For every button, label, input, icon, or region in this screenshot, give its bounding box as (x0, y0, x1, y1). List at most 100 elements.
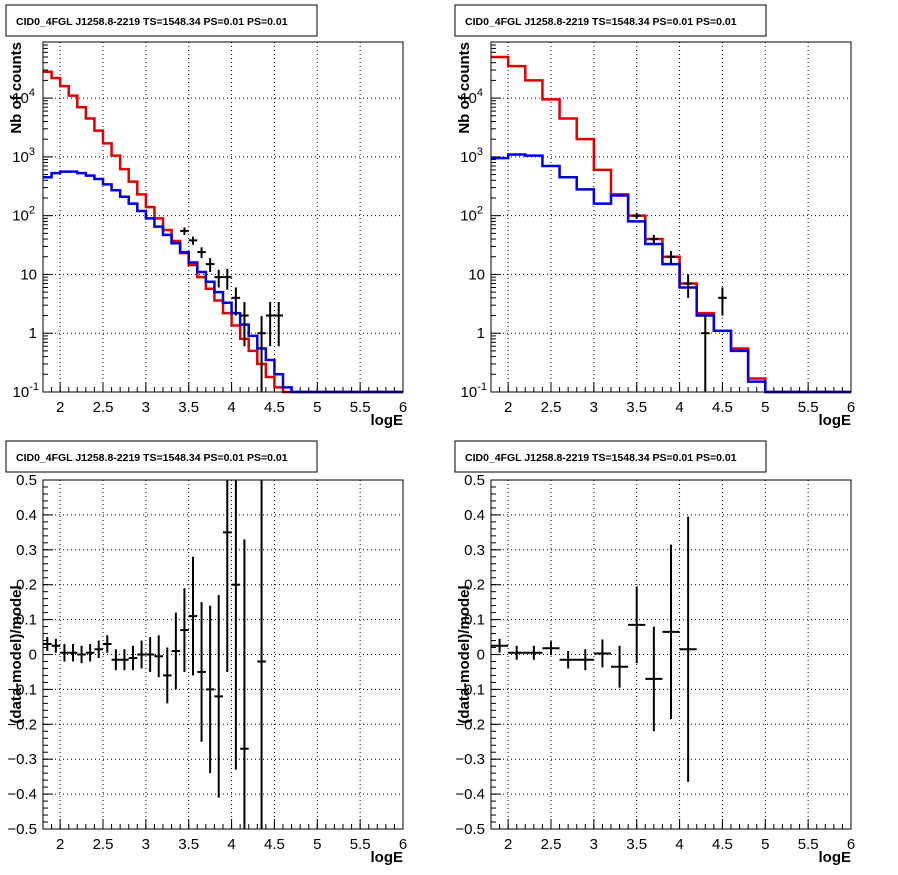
data-point (666, 251, 676, 265)
data-point (508, 645, 526, 660)
y-tick-label: −0.5 (455, 821, 485, 838)
title-box (5, 4, 318, 37)
y-tick-label: 102 (12, 205, 35, 225)
x-tick-label: 6 (399, 836, 407, 853)
data-point (231, 287, 241, 316)
x-tick-label: 3.5 (178, 399, 199, 416)
data-point (683, 274, 693, 298)
y-axis-title: Nb of counts (8, 42, 25, 134)
y-tick-label: 0.2 (16, 577, 37, 594)
x-tick-label: 2 (56, 399, 64, 416)
y-tick-label: 0.5 (16, 472, 37, 489)
data-point (214, 269, 223, 288)
chart-panel-3: 2 2.5 3 3.5 4 4.5 5 5.5 6 −0.5 −0.4 −0.3 −0.2 −0.1 0 0.… (5, 440, 407, 866)
data-point (559, 651, 577, 669)
x-axis: 2 2.5 3 3.5 4 4.5 5 5.5 6 (42, 480, 407, 853)
data-point (645, 626, 663, 732)
x-axis-title: logE (371, 849, 404, 866)
data-point (205, 258, 215, 273)
data-points (632, 212, 727, 392)
x-tick-label: 2 (504, 399, 512, 416)
x-tick-label: 4.5 (264, 836, 285, 853)
data-point (188, 236, 198, 245)
y-axis-title: Nb of counts (456, 42, 473, 134)
y-axis: 10-1 1 10 102 103 104 (460, 41, 851, 401)
y-tick-label: 1 (29, 325, 37, 342)
x-tick-label: 2.5 (93, 399, 114, 416)
y-axis: −0.5 −0.4 −0.3 −0.2 −0.1 0 0.1 0.2 0.3 0.4 0.5 (7, 472, 403, 838)
y-tick-label: 0.2 (464, 577, 485, 594)
y-tick-label: −0.3 (7, 751, 37, 768)
y-axis: 10-1 1 10 102 103 104 (12, 41, 403, 401)
x-tick-label: 4 (227, 399, 235, 416)
x-tick-label: 5 (313, 836, 321, 853)
x-tick-label: 5.5 (350, 836, 371, 853)
data-point (205, 605, 215, 774)
data-point (525, 645, 543, 660)
x-tick-label: 5.5 (350, 399, 371, 416)
data-point (649, 234, 659, 244)
data-point (662, 544, 680, 720)
y-tick-label: −0.3 (455, 751, 485, 768)
data-point (180, 227, 189, 235)
data-point (60, 644, 69, 662)
x-tick-label: 5 (313, 399, 321, 416)
x-tick-label: 3 (590, 836, 598, 853)
data-point (257, 480, 266, 829)
data-point (628, 586, 646, 664)
y-tick-label: 0.1 (16, 612, 37, 629)
plot-frame (42, 479, 404, 830)
data-point (128, 645, 138, 671)
y-tick-label: 103 (12, 146, 35, 166)
data-point (145, 637, 155, 672)
data-point (257, 316, 266, 392)
data-point (120, 649, 129, 671)
data-point (94, 640, 103, 658)
y-tick-label: −0.1 (7, 681, 37, 698)
x-tick-label: 3.5 (626, 836, 647, 853)
x-tick-label: 4.5 (712, 836, 733, 853)
x-axis-title: logE (819, 412, 852, 429)
y-tick-label: 0.5 (464, 472, 485, 489)
x-tick-label: 3 (142, 836, 150, 853)
data-point (197, 602, 206, 742)
data-point (137, 640, 146, 669)
data-points (180, 227, 283, 392)
chart-title: CID0_4FGL J1258.8-2219 TS=1548.34 PS=0.0… (16, 16, 288, 28)
chart-title: CID0_4FGL J1258.8-2219 TS=1548.34 PS=0.0… (16, 452, 288, 464)
chart-panel-4: 2 2.5 3 3.5 4 4.5 5 5.5 6 −0.5 −0.4 −0.3 −0.2 −0.1 0 0.… (454, 440, 855, 866)
y-tick-label: 0.4 (464, 507, 485, 524)
data-point (576, 649, 594, 671)
data-point (154, 635, 163, 678)
x-tick-label: 3.5 (178, 836, 199, 853)
x-tick-label: 2.5 (541, 836, 562, 853)
data-point (265, 301, 275, 347)
y-tick-label: 0.4 (16, 507, 37, 524)
plot-frame (42, 41, 404, 393)
x-axis-title: logE (371, 412, 404, 429)
x-tick-label: 3 (590, 399, 598, 416)
y-tick-label: −0.2 (455, 716, 485, 733)
y-tick-label: −0.5 (7, 821, 37, 838)
y-tick-label: 10 (468, 266, 485, 283)
chart-panel-1: 2 2.5 3 3.5 4 4.5 5 5.5 6 10-1 1 10 102 103 104 logE Nb … (5, 4, 407, 429)
data-point (223, 268, 232, 290)
data-point (223, 480, 232, 672)
y-tick-label: 103 (460, 146, 483, 166)
data-point (231, 480, 241, 770)
x-tick-label: 5 (761, 836, 769, 853)
plot-area (43, 42, 403, 392)
x-tick-label: 6 (847, 836, 855, 853)
y-tick-label: 0 (29, 647, 37, 664)
title-box (5, 440, 318, 473)
y-tick-label: 104 (12, 87, 35, 107)
data-point (240, 301, 249, 347)
data-points (491, 516, 697, 782)
data-point (632, 212, 641, 219)
x-tick-label: 5.5 (798, 836, 819, 853)
y-tick-label: 0.1 (464, 612, 485, 629)
x-tick-label: 4 (675, 399, 683, 416)
y-axis-title: (data-model)/model (456, 585, 473, 723)
x-tick-label: 6 (847, 399, 855, 416)
y-tick-label: −0.4 (7, 786, 37, 803)
